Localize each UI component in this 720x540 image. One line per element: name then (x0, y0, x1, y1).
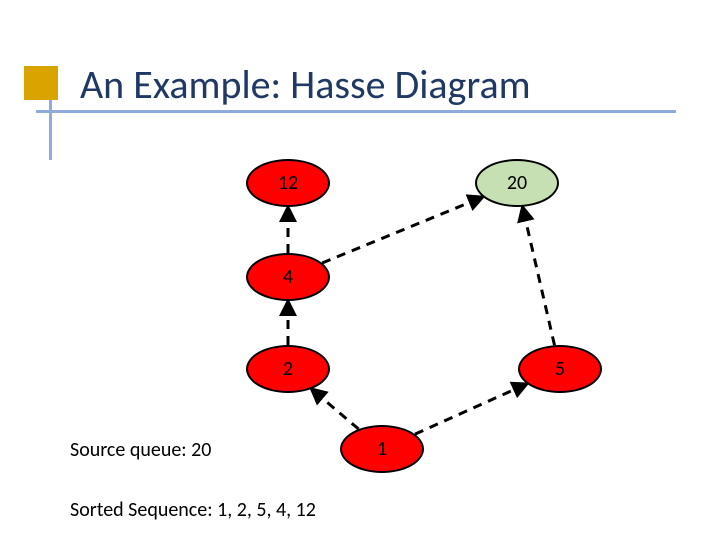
edge-5-20 (523, 207, 555, 345)
hasse-node-12: 12 (246, 159, 330, 207)
title-vertical-line (49, 100, 52, 160)
sorted-sequence-text: Sorted Sequence: 1, 2, 5, 4, 12 (70, 498, 316, 522)
hasse-node-2: 2 (246, 345, 330, 393)
edge-4-20 (322, 197, 483, 263)
hasse-node-1: 1 (340, 425, 424, 473)
hasse-node-4: 4 (246, 253, 330, 301)
hasse-node-20: 20 (475, 159, 559, 207)
title-underline (36, 110, 676, 113)
slide: An Example: Hasse Diagram 12 20 4 2 5 1 Sourc… (0, 0, 720, 540)
page-title: An Example: Hasse Diagram (80, 60, 531, 109)
edge-1-5 (415, 384, 527, 434)
source-queue-text: Source queue: 20 (70, 438, 211, 462)
title-bullet-square (24, 66, 58, 100)
edge-1-2 (311, 389, 358, 429)
hasse-node-5: 5 (518, 345, 602, 393)
